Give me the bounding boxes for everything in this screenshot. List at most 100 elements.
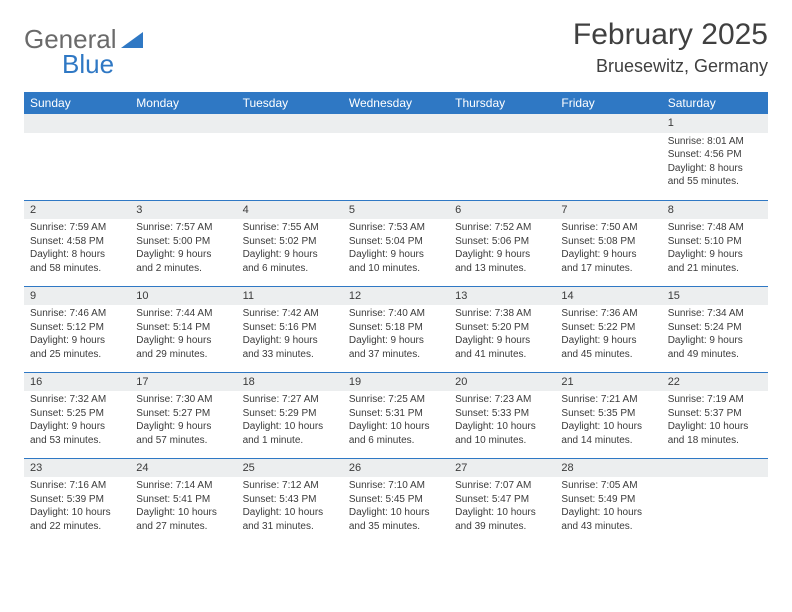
day-number: 19	[343, 373, 449, 392]
calendar-day-cell: 13Sunrise: 7:38 AMSunset: 5:20 PMDayligh…	[449, 286, 555, 372]
sunrise-line: Sunrise: 8:01 AM	[668, 135, 762, 149]
calendar-day-cell: 11Sunrise: 7:42 AMSunset: 5:16 PMDayligh…	[237, 286, 343, 372]
daylight-line: Daylight: 9 hours and 21 minutes.	[668, 248, 762, 275]
day-number	[237, 114, 343, 133]
sunset-line: Sunset: 5:06 PM	[455, 235, 549, 249]
daylight-line: Daylight: 9 hours and 53 minutes.	[30, 420, 124, 447]
day-number: 25	[237, 459, 343, 478]
sunset-line: Sunset: 5:18 PM	[349, 321, 443, 335]
sunrise-line: Sunrise: 7:36 AM	[561, 307, 655, 321]
daylight-line: Daylight: 9 hours and 2 minutes.	[136, 248, 230, 275]
day-details: Sunrise: 7:40 AMSunset: 5:18 PMDaylight:…	[343, 305, 449, 365]
day-number: 11	[237, 287, 343, 306]
day-number: 24	[130, 459, 236, 478]
sunset-line: Sunset: 4:56 PM	[668, 148, 762, 162]
day-number: 13	[449, 287, 555, 306]
calendar-day-cell: 7Sunrise: 7:50 AMSunset: 5:08 PMDaylight…	[555, 200, 661, 286]
logo-triangle-icon	[121, 24, 143, 55]
day-details: Sunrise: 7:14 AMSunset: 5:41 PMDaylight:…	[130, 477, 236, 537]
day-number	[449, 114, 555, 133]
sunrise-line: Sunrise: 7:48 AM	[668, 221, 762, 235]
sunrise-line: Sunrise: 7:16 AM	[30, 479, 124, 493]
calendar-day-cell: 6Sunrise: 7:52 AMSunset: 5:06 PMDaylight…	[449, 200, 555, 286]
sunrise-line: Sunrise: 7:07 AM	[455, 479, 549, 493]
day-number: 18	[237, 373, 343, 392]
sunset-line: Sunset: 5:22 PM	[561, 321, 655, 335]
sunset-line: Sunset: 5:37 PM	[668, 407, 762, 421]
sunset-line: Sunset: 5:12 PM	[30, 321, 124, 335]
daylight-line: Daylight: 10 hours and 31 minutes.	[243, 506, 337, 533]
title-block: February 2025 Bruesewitz, Germany	[573, 18, 768, 77]
sunrise-line: Sunrise: 7:12 AM	[243, 479, 337, 493]
calendar-day-cell: 5Sunrise: 7:53 AMSunset: 5:04 PMDaylight…	[343, 200, 449, 286]
calendar-day-cell	[130, 114, 236, 200]
calendar-day-cell	[449, 114, 555, 200]
daylight-line: Daylight: 10 hours and 35 minutes.	[349, 506, 443, 533]
daylight-line: Daylight: 9 hours and 6 minutes.	[243, 248, 337, 275]
day-details: Sunrise: 7:05 AMSunset: 5:49 PMDaylight:…	[555, 477, 661, 537]
sunrise-line: Sunrise: 7:59 AM	[30, 221, 124, 235]
daylight-line: Daylight: 9 hours and 49 minutes.	[668, 334, 762, 361]
sunrise-line: Sunrise: 7:21 AM	[561, 393, 655, 407]
calendar-day-cell: 8Sunrise: 7:48 AMSunset: 5:10 PMDaylight…	[662, 200, 768, 286]
sunset-line: Sunset: 5:20 PM	[455, 321, 549, 335]
sunset-line: Sunset: 5:16 PM	[243, 321, 337, 335]
sunset-line: Sunset: 5:10 PM	[668, 235, 762, 249]
day-number: 5	[343, 201, 449, 220]
daylight-line: Daylight: 10 hours and 10 minutes.	[455, 420, 549, 447]
day-number	[24, 114, 130, 133]
sunrise-line: Sunrise: 7:55 AM	[243, 221, 337, 235]
sunset-line: Sunset: 5:24 PM	[668, 321, 762, 335]
daylight-line: Daylight: 10 hours and 14 minutes.	[561, 420, 655, 447]
calendar-day-cell: 26Sunrise: 7:10 AMSunset: 5:45 PMDayligh…	[343, 458, 449, 544]
day-number	[555, 114, 661, 133]
day-number: 6	[449, 201, 555, 220]
day-number: 8	[662, 201, 768, 220]
sunrise-line: Sunrise: 7:40 AM	[349, 307, 443, 321]
sunrise-line: Sunrise: 7:30 AM	[136, 393, 230, 407]
calendar-day-cell: 22Sunrise: 7:19 AMSunset: 5:37 PMDayligh…	[662, 372, 768, 458]
day-number: 7	[555, 201, 661, 220]
calendar-day-cell: 15Sunrise: 7:34 AMSunset: 5:24 PMDayligh…	[662, 286, 768, 372]
calendar-day-cell: 25Sunrise: 7:12 AMSunset: 5:43 PMDayligh…	[237, 458, 343, 544]
sunset-line: Sunset: 5:00 PM	[136, 235, 230, 249]
day-number: 4	[237, 201, 343, 220]
day-number: 1	[662, 114, 768, 133]
daylight-line: Daylight: 9 hours and 57 minutes.	[136, 420, 230, 447]
calendar-day-cell: 3Sunrise: 7:57 AMSunset: 5:00 PMDaylight…	[130, 200, 236, 286]
weekday-header-row: Sunday Monday Tuesday Wednesday Thursday…	[24, 92, 768, 114]
calendar-week-row: 2Sunrise: 7:59 AMSunset: 4:58 PMDaylight…	[24, 200, 768, 286]
sunset-line: Sunset: 5:25 PM	[30, 407, 124, 421]
sunrise-line: Sunrise: 7:34 AM	[668, 307, 762, 321]
day-number	[662, 459, 768, 478]
calendar-day-cell: 16Sunrise: 7:32 AMSunset: 5:25 PMDayligh…	[24, 372, 130, 458]
day-details: Sunrise: 7:27 AMSunset: 5:29 PMDaylight:…	[237, 391, 343, 451]
sunset-line: Sunset: 5:31 PM	[349, 407, 443, 421]
day-details: Sunrise: 7:30 AMSunset: 5:27 PMDaylight:…	[130, 391, 236, 451]
day-details: Sunrise: 7:19 AMSunset: 5:37 PMDaylight:…	[662, 391, 768, 451]
day-number: 20	[449, 373, 555, 392]
calendar-day-cell: 10Sunrise: 7:44 AMSunset: 5:14 PMDayligh…	[130, 286, 236, 372]
sunset-line: Sunset: 5:35 PM	[561, 407, 655, 421]
day-number: 14	[555, 287, 661, 306]
daylight-line: Daylight: 10 hours and 1 minute.	[243, 420, 337, 447]
calendar-week-row: 9Sunrise: 7:46 AMSunset: 5:12 PMDaylight…	[24, 286, 768, 372]
day-details: Sunrise: 7:07 AMSunset: 5:47 PMDaylight:…	[449, 477, 555, 537]
daylight-line: Daylight: 8 hours and 58 minutes.	[30, 248, 124, 275]
day-details: Sunrise: 7:38 AMSunset: 5:20 PMDaylight:…	[449, 305, 555, 365]
calendar-day-cell	[555, 114, 661, 200]
daylight-line: Daylight: 9 hours and 10 minutes.	[349, 248, 443, 275]
calendar-day-cell: 28Sunrise: 7:05 AMSunset: 5:49 PMDayligh…	[555, 458, 661, 544]
sunset-line: Sunset: 5:04 PM	[349, 235, 443, 249]
calendar-week-row: 1Sunrise: 8:01 AMSunset: 4:56 PMDaylight…	[24, 114, 768, 200]
page-header: General Blue February 2025 Bruesewitz, G…	[24, 18, 768, 80]
day-details: Sunrise: 7:55 AMSunset: 5:02 PMDaylight:…	[237, 219, 343, 279]
daylight-line: Daylight: 10 hours and 22 minutes.	[30, 506, 124, 533]
sunset-line: Sunset: 5:47 PM	[455, 493, 549, 507]
calendar-day-cell: 1Sunrise: 8:01 AMSunset: 4:56 PMDaylight…	[662, 114, 768, 200]
sunset-line: Sunset: 5:45 PM	[349, 493, 443, 507]
day-details: Sunrise: 7:44 AMSunset: 5:14 PMDaylight:…	[130, 305, 236, 365]
sunrise-line: Sunrise: 7:46 AM	[30, 307, 124, 321]
day-number: 23	[24, 459, 130, 478]
calendar-week-row: 23Sunrise: 7:16 AMSunset: 5:39 PMDayligh…	[24, 458, 768, 544]
